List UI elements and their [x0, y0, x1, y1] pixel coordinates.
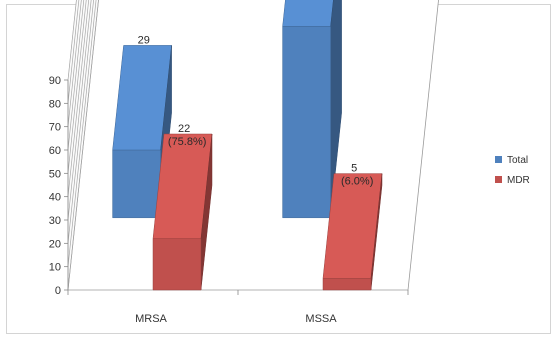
- legend-label-mdr: MDR: [507, 175, 530, 186]
- bar-mdr-mrsa: [152, 238, 202, 291]
- bar-total-mssa: [282, 26, 331, 219]
- legend-label-total: Total: [507, 155, 528, 166]
- data-label-percent: (6.0%): [341, 176, 373, 188]
- y-tick-label: 60: [49, 145, 61, 157]
- legend-swatch-mdr: [495, 176, 502, 183]
- gridline: [67, 0, 87, 174]
- y-tick-label: 10: [49, 262, 61, 274]
- gridlines: [67, 0, 99, 291]
- x-axis: MRSA MSSA: [67, 290, 409, 325]
- bar-mdr-mssa: [322, 278, 372, 291]
- y-tick-label: 70: [49, 122, 61, 134]
- gridline: [67, 0, 82, 127]
- y-tick-label: 90: [49, 75, 61, 87]
- y-tick-label: 80: [49, 98, 61, 110]
- gridline: [67, 0, 97, 267]
- bar-total-mrsa: [112, 149, 161, 219]
- gridline: [67, 0, 90, 197]
- legend: Total MDR: [495, 155, 530, 186]
- y-axis: 0 10 20 30 40 50 60 70 80 90: [49, 75, 69, 297]
- data-label-value: 29: [138, 34, 150, 46]
- gridline: [67, 0, 85, 151]
- data-label-percent: (75.8%): [168, 136, 207, 148]
- bars: [112, 0, 383, 291]
- y-tick-label: 0: [55, 285, 61, 297]
- y-tick-label: 30: [49, 215, 61, 227]
- gridline: [67, 0, 92, 221]
- x-tick-label: MSSA: [305, 313, 337, 325]
- y-tick-label: 40: [49, 192, 61, 204]
- y-tick-label: 50: [49, 168, 61, 180]
- x-tick-label: MRSA: [135, 313, 167, 325]
- data-label-value: 22: [178, 123, 190, 135]
- legend-swatch-total: [495, 156, 502, 163]
- gridline: [67, 0, 94, 244]
- data-label-value: 5: [351, 163, 357, 175]
- gridline: [67, 0, 99, 291]
- y-tick-label: 20: [49, 238, 61, 250]
